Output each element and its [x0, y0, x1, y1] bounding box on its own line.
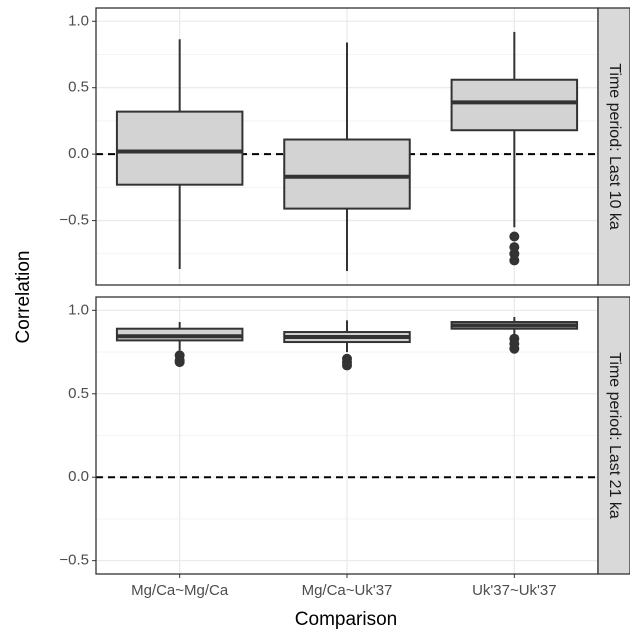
- strip: [597, 296, 630, 575]
- y-tick-label: 0.0: [68, 145, 89, 162]
- y-tick-label: 0.5: [68, 79, 89, 96]
- outlier: [174, 357, 185, 368]
- strip: [597, 7, 630, 286]
- outlier: [509, 231, 520, 242]
- y-tick-label: 0.5: [68, 385, 89, 402]
- x-tick-label: Mg/Ca~Uk'37: [302, 582, 393, 599]
- box: [283, 138, 411, 210]
- y-tick-label: −0.5: [59, 212, 89, 229]
- box: [115, 110, 244, 186]
- y-tick-label: 1.0: [68, 12, 89, 29]
- y-tick-label: −0.5: [59, 552, 89, 569]
- x-tick-label: Uk'37~Uk'37: [472, 582, 557, 599]
- x-tick-label: Mg/Ca~Mg/Ca: [131, 582, 229, 599]
- strip-label: Time period: Last 10 ka: [606, 63, 623, 230]
- y-axis-label: Correlation: [13, 251, 34, 344]
- strip-label: Time period: Last 21 ka: [606, 352, 623, 519]
- y-tick-label: 0.0: [68, 468, 89, 485]
- x-axis-label: Comparison: [295, 609, 397, 630]
- outlier: [342, 360, 352, 371]
- outlier: [509, 343, 520, 354]
- box: [450, 78, 579, 132]
- y-tick-label: 1.0: [68, 301, 89, 318]
- outlier: [509, 255, 520, 266]
